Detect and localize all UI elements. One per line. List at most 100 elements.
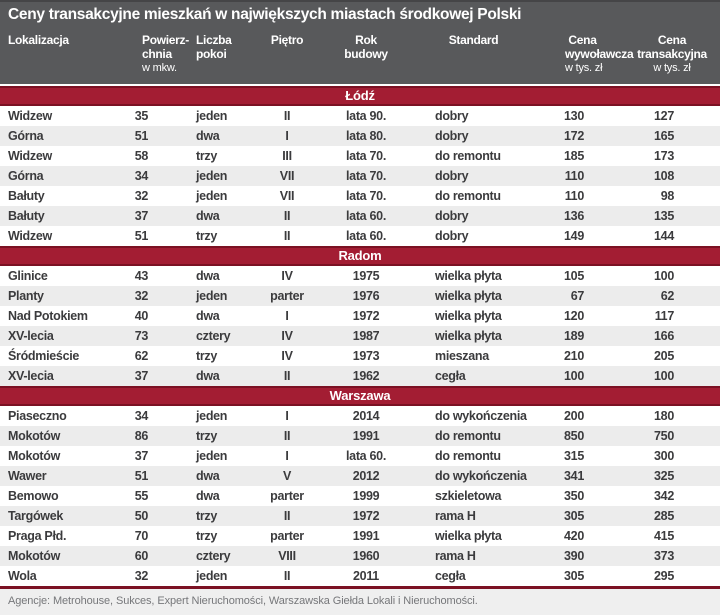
table-cell: 390 — [564, 549, 584, 563]
table-cell: wielka płyta — [435, 529, 502, 543]
table-row: Wawer 51 dwa V 2012 do wykończenia 341 325 — [0, 466, 720, 486]
table-cell: 127 — [654, 109, 674, 123]
table-cell: 144 — [654, 229, 674, 243]
table-cell: 180 — [654, 409, 674, 423]
column-header-4: Piętro — [270, 33, 304, 47]
table-cell: 172 — [564, 129, 584, 143]
column-header-1: Lokalizacja — [8, 33, 69, 47]
table-cell: 750 — [654, 429, 674, 443]
table-cell: 415 — [654, 529, 674, 543]
column-header-8: Cena transakcyjna w tys. zł — [637, 33, 707, 74]
table-cell: 285 — [654, 509, 674, 523]
table-cell: XV-lecia — [8, 329, 54, 343]
table-cell: 1962 — [352, 369, 380, 383]
table-cell: 210 — [564, 349, 584, 363]
section-rows-2: Glinice 43 dwa IV 1975 wielka płyta 105 100 Plan… — [0, 266, 720, 386]
table-cell: 166 — [654, 329, 674, 343]
table-cell: 108 — [654, 169, 674, 183]
section-header-2: Radom — [0, 246, 720, 266]
table-cell: 32 — [134, 189, 149, 203]
table-cell: wielka płyta — [435, 329, 502, 343]
table-cell: do remontu — [435, 449, 501, 463]
table-cell: 43 — [134, 269, 149, 283]
table-cell: do remontu — [435, 189, 501, 203]
table-cell: cegła — [435, 369, 466, 383]
table-cell: 110 — [564, 169, 585, 183]
table-cell: Górna — [8, 169, 44, 183]
table-row: XV-lecia 37 dwa II 1962 cegła 100 100 — [0, 366, 720, 386]
table-cell: VII — [279, 169, 295, 183]
table-row: Praga Płd. 70 trzy parter 1991 wielka płyta 42… — [0, 526, 720, 546]
table-cell: 32 — [134, 569, 149, 583]
table-cell: do remontu — [435, 429, 501, 443]
column-header-row: Lokalizacja Powierz-chnia w mkw. Liczba poko… — [0, 28, 720, 84]
table-cell: VII — [279, 189, 295, 203]
table-cell: 300 — [654, 449, 674, 463]
table-cell: lata 60. — [346, 209, 386, 223]
table-cell: 62 — [660, 289, 675, 303]
table-cell: 325 — [654, 469, 674, 483]
table-cell: Mokotów — [8, 449, 61, 463]
table-cell: IV — [281, 269, 293, 283]
table-cell: trzy — [196, 229, 218, 243]
column-header-7: Cena wywoławcza w tys. zł — [565, 33, 634, 74]
table-cell: 200 — [564, 409, 584, 423]
table-cell: 136 — [564, 209, 584, 223]
table-row: Planty 32 jeden parter 1976 wielka płyta 67 62 — [0, 286, 720, 306]
table-cell: wielka płyta — [435, 269, 502, 283]
table-cell: 305 — [564, 569, 584, 583]
table-cell: lata 90. — [346, 109, 386, 123]
table-cell: 315 — [564, 449, 584, 463]
table-body: Łódź Widzew 35 jeden II lata 90. dobry 130 127 Gó… — [0, 86, 720, 586]
table-cell: II — [283, 209, 291, 223]
table-cell: 342 — [654, 489, 674, 503]
table-cell: 373 — [654, 549, 674, 563]
table-cell: Piaseczno — [8, 409, 67, 423]
table-cell: 100 — [654, 369, 674, 383]
table-cell: VIII — [278, 549, 296, 563]
table-cell: 70 — [134, 529, 149, 543]
table-row: XV-lecia 73 cztery IV 1987 wielka płyta 189 166 — [0, 326, 720, 346]
table-cell: 40 — [134, 309, 149, 323]
table-cell: 1973 — [352, 349, 380, 363]
table-cell: cztery — [196, 549, 231, 563]
table-cell: dobry — [435, 229, 469, 243]
table-cell: 2012 — [352, 469, 380, 483]
table-cell: 420 — [564, 529, 584, 543]
table-row: Mokotów 60 cztery VIII 1960 rama H 390 373 — [0, 546, 720, 566]
table-cell: Bałuty — [8, 209, 45, 223]
table-cell: dwa — [196, 489, 220, 503]
table-cell: Praga Płd. — [8, 529, 67, 543]
table-row: Widzew 58 trzy III lata 70. do remontu 185 173 — [0, 146, 720, 166]
table-row: Bałuty 37 dwa II lata 60. dobry 136 135 — [0, 206, 720, 226]
table-cell: 62 — [134, 349, 149, 363]
table-cell: trzy — [196, 529, 218, 543]
table-cell: jeden — [196, 109, 228, 123]
table-cell: II — [283, 229, 291, 243]
table-cell: do remontu — [435, 149, 501, 163]
table-cell: III — [282, 149, 292, 163]
table-row: Widzew 51 trzy II lata 60. dobry 149 144 — [0, 226, 720, 246]
table-cell: Bałuty — [8, 189, 45, 203]
table-cell: II — [283, 429, 291, 443]
table-cell: II — [283, 569, 291, 583]
table-cell: Widzew — [8, 149, 52, 163]
table-cell: Wola — [8, 569, 37, 583]
table-cell: dwa — [196, 269, 220, 283]
table-cell: 173 — [654, 149, 674, 163]
table-cell: 55 — [134, 489, 149, 503]
table-cell: lata 70. — [346, 189, 386, 203]
table-cell: trzy — [196, 429, 218, 443]
table-cell: dwa — [196, 129, 220, 143]
table-cell: Glinice — [8, 269, 48, 283]
table-cell: I — [285, 409, 289, 423]
table-cell: dobry — [435, 129, 469, 143]
table-cell: 34 — [134, 169, 149, 183]
table-cell: cegła — [435, 569, 466, 583]
table-cell: do wykończenia — [435, 469, 527, 483]
table-row: Śródmieście 62 trzy IV 1973 mieszana 210 205 — [0, 346, 720, 366]
table-cell: 205 — [654, 349, 674, 363]
table-cell: 2011 — [353, 569, 379, 583]
column-header-6: Standard — [448, 33, 499, 47]
